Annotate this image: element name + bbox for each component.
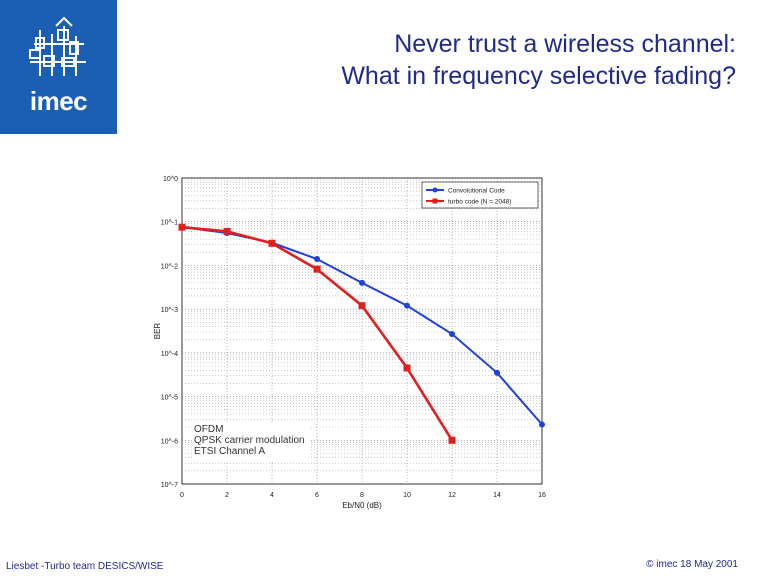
x-tick-label: 12 — [448, 492, 456, 499]
footer-copyright: © imec 18 May 2001 — [646, 559, 738, 570]
slide-title: Never trust a wireless channel: What in … — [341, 28, 736, 92]
y-tick-label: 10^-7 — [161, 482, 178, 489]
x-tick-label: 16 — [538, 492, 546, 499]
legend-label: Convolutional Code — [448, 188, 505, 195]
data-point — [403, 364, 411, 372]
x-tick-label: 6 — [315, 492, 319, 499]
legend-marker — [432, 198, 438, 204]
data-point — [178, 223, 186, 231]
data-point — [358, 302, 366, 310]
x-tick-label: 2 — [225, 492, 229, 499]
chart-annotation: ETSI Channel A — [194, 446, 265, 457]
y-axis-label: BER — [153, 323, 162, 340]
data-point — [448, 436, 456, 444]
data-point — [404, 302, 410, 309]
logo-text: imec — [29, 86, 88, 116]
legend-marker — [432, 187, 438, 193]
y-tick-label: 10^-2 — [161, 263, 178, 270]
data-point — [359, 279, 365, 286]
circuit-icon — [29, 16, 86, 76]
x-axis-label: Eb/N0 (dB) — [342, 501, 382, 510]
x-tick-label: 0 — [180, 492, 184, 499]
data-point — [314, 256, 320, 263]
y-tick-label: 10^-3 — [161, 307, 178, 314]
chart-annotation: QPSK carrier modulation — [194, 435, 305, 446]
x-tick-label: 14 — [493, 492, 501, 499]
data-point — [223, 227, 231, 235]
data-point — [539, 421, 545, 428]
y-tick-label: 10^-5 — [161, 395, 178, 402]
data-point — [449, 331, 455, 338]
title-line-1: Never trust a wireless channel: — [394, 30, 736, 58]
x-tick-label: 4 — [270, 492, 274, 499]
x-tick-label: 10 — [403, 492, 411, 499]
chart-annotation: OFDM — [194, 424, 223, 435]
y-tick-label: 10^0 — [163, 176, 178, 183]
x-tick-label: 8 — [360, 492, 364, 499]
imec-logo: imec — [0, 0, 117, 134]
ber-chart-svg: 0 2 4 6 8 10 12 14 16 10^0 10^-1 10^-2 10^-3 10^-4 10^… — [153, 176, 546, 510]
annotation-box — [192, 422, 310, 462]
legend-label: turbo code (N = 2048) — [448, 199, 511, 206]
y-tick-label: 10^-1 — [161, 220, 178, 227]
ber-chart: 0 2 4 6 8 10 12 14 16 10^0 10^-1 10^-2 10^-3 10^-4 10^… — [140, 168, 560, 514]
y-tick-label: 10^-6 — [161, 438, 178, 445]
title-line-2: What in frequency selective fading? — [341, 62, 736, 90]
footer-author: Liesbet -Turbo team DESICS/WISE — [6, 561, 164, 572]
legend-box — [421, 181, 539, 209]
data-point — [494, 369, 500, 376]
data-point — [268, 239, 276, 247]
data-point — [313, 265, 321, 273]
y-tick-label: 10^-4 — [161, 351, 178, 358]
